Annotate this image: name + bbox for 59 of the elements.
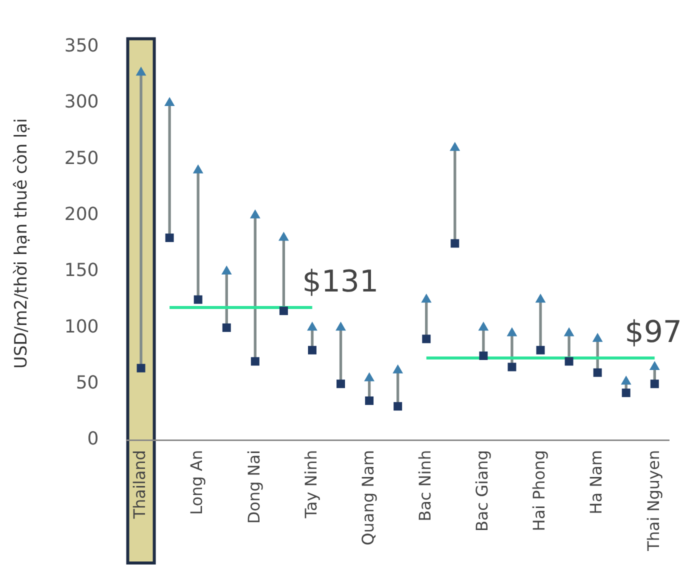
y-tick-label: 350: [64, 35, 99, 56]
point: [478, 322, 489, 331]
x-tick-label: Quang Nam: [358, 450, 378, 546]
x-tick-label: Bac Giang: [472, 450, 492, 532]
point: [620, 376, 632, 385]
point: [364, 372, 374, 382]
point: [221, 266, 232, 275]
point: [564, 327, 574, 336]
point: [394, 402, 402, 411]
annotation: $131: [302, 264, 379, 300]
y-tick-label: 0: [87, 428, 99, 450]
point: [279, 306, 288, 316]
point: [308, 346, 316, 354]
point: [536, 346, 545, 354]
point: [392, 364, 404, 374]
x-tick-label: Thai Nguyen: [644, 450, 663, 552]
y-tick-label: 100: [64, 316, 99, 338]
point: [649, 361, 660, 370]
point: [194, 295, 202, 304]
point: [165, 234, 174, 242]
point: [250, 209, 260, 218]
point: [535, 294, 546, 303]
point: [506, 327, 518, 336]
annotation: $97: [624, 314, 682, 350]
point: [450, 239, 460, 248]
x-tick-label: Dong Nai: [244, 450, 264, 524]
point: [450, 142, 460, 151]
point: [278, 232, 289, 241]
point: [422, 334, 431, 344]
y-axis-title: USD/m2/thời hạn thuê còn lại: [12, 118, 32, 369]
point: [192, 164, 204, 174]
point: [250, 357, 260, 366]
y-tick-label: 150: [64, 260, 99, 282]
x-tick-label: Tay Ninh: [301, 450, 320, 520]
point: [421, 294, 432, 303]
y-tick-label: 200: [64, 204, 99, 225]
point: [136, 66, 146, 76]
point: [136, 364, 146, 372]
point: [622, 388, 630, 398]
point: [650, 380, 659, 388]
point: [508, 362, 516, 372]
point: [164, 96, 175, 106]
y-tick-label: 300: [64, 92, 99, 113]
x-tick-label: Ha Nam: [586, 450, 606, 514]
x-tick-label: Hai Phong: [530, 450, 549, 532]
point: [593, 368, 602, 377]
point: [336, 380, 346, 388]
x-tick-label: Long An: [187, 450, 206, 515]
point: [592, 332, 603, 342]
x-tick-label: Bac Ninh: [416, 450, 435, 522]
point: [479, 352, 488, 360]
point: [365, 396, 374, 405]
point: [222, 323, 231, 332]
point: [307, 322, 318, 331]
point: [336, 322, 346, 331]
x-tick-label: Thailand: [130, 450, 150, 520]
point: [564, 357, 574, 366]
y-tick-label: 250: [64, 148, 99, 169]
y-tick-label: 50: [76, 372, 99, 394]
